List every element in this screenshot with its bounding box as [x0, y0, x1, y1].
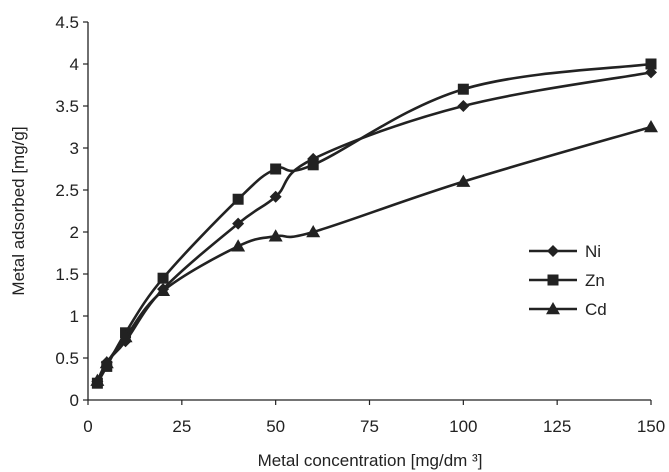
data-point-zn: [232, 193, 244, 205]
data-point-cd: [99, 356, 114, 369]
x-ticks: 0 25 50 75 100 125 150: [83, 400, 665, 436]
legend-label: Ni: [585, 242, 601, 261]
series-line-zn: [96, 62, 652, 384]
y-tick-label: 2.5: [55, 181, 79, 200]
y-axis-title: Metal adsorbed [mg/g]: [9, 126, 28, 295]
y-tick-label: 0.5: [55, 349, 79, 368]
legend: Ni Zn Cd: [529, 242, 607, 319]
data-point-cd: [268, 229, 283, 242]
legend-label: Cd: [585, 300, 607, 319]
legend-item-zn: Zn: [529, 271, 605, 290]
data-point-cd: [306, 225, 321, 238]
series-line-ni: [96, 71, 652, 383]
legend-item-cd: Cd: [529, 300, 607, 319]
series-layer: [90, 58, 658, 389]
y-tick-label: 1.5: [55, 265, 79, 284]
legend-marker: [547, 245, 559, 257]
x-tick-label: 50: [266, 417, 285, 436]
data-point-cd: [118, 330, 133, 343]
x-tick-label: 25: [172, 417, 191, 436]
y-tick-label: 4.5: [55, 13, 79, 32]
y-tick-label: 3: [70, 139, 79, 158]
data-point-zn: [307, 159, 319, 171]
x-tick-label: 0: [83, 417, 92, 436]
x-axis-title: Metal concentration [mg/dm ³]: [258, 451, 483, 470]
series-line-cd: [96, 125, 652, 382]
legend-marker: [547, 274, 559, 286]
x-tick-label: 150: [637, 417, 665, 436]
series-ni: [91, 66, 657, 388]
data-point-zn: [645, 58, 657, 70]
data-point-cd: [456, 174, 471, 187]
data-point-zn: [157, 272, 169, 284]
x-tick-label: 75: [360, 417, 379, 436]
y-tick-label: 2: [70, 223, 79, 242]
y-tick-label: 3.5: [55, 97, 79, 116]
series-zn: [91, 58, 657, 389]
data-point-ni: [457, 100, 470, 112]
data-point-ni: [269, 190, 282, 203]
data-point-zn: [270, 163, 282, 175]
series-cd: [90, 120, 658, 386]
legend-item-ni: Ni: [529, 242, 601, 261]
legend-marker: [546, 302, 560, 315]
legend-label: Zn: [585, 271, 605, 290]
data-point-cd: [156, 283, 171, 297]
data-point-cd: [644, 120, 658, 133]
y-tick-label: 0: [70, 391, 79, 410]
x-tick-label: 100: [449, 417, 477, 436]
data-point-cd: [231, 239, 246, 252]
y-ticks: 0 0.5 1 1.5 2 2.5 3 3.5 4 4.5: [55, 13, 88, 410]
y-tick-label: 4: [70, 55, 79, 74]
data-point-ni: [232, 217, 245, 230]
x-tick-label: 125: [543, 417, 571, 436]
data-point-cd: [90, 373, 105, 386]
y-tick-label: 1: [70, 307, 79, 326]
plot-area: [87, 22, 651, 401]
data-point-zn: [457, 83, 469, 95]
